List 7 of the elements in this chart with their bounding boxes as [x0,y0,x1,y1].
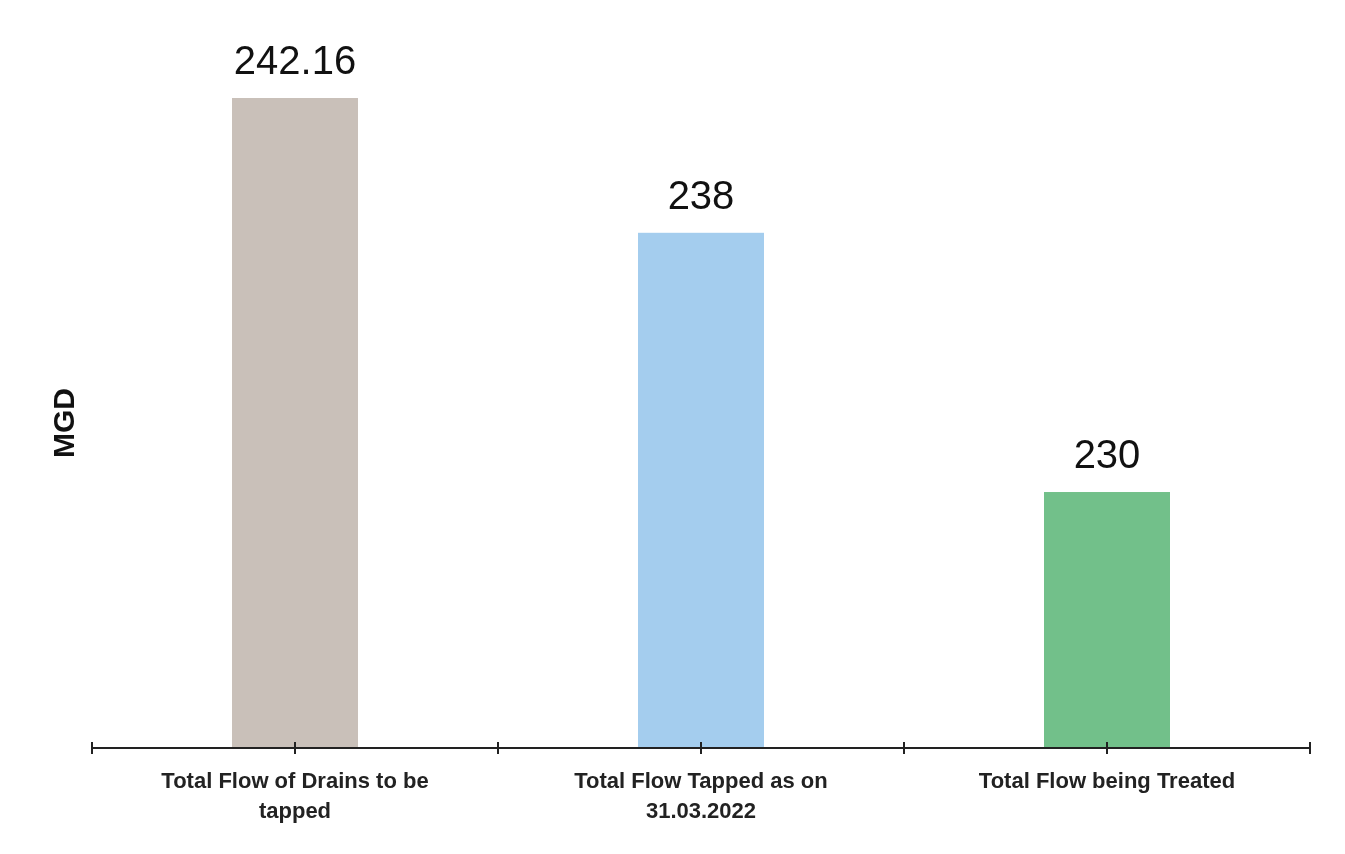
x-tick-label: Total Flow being Treated [978,768,1236,793]
data-label: 238 [667,172,735,217]
x-tick-label: Total Flow Tapped as on 31.03.2022 [574,768,828,823]
data-label: 230 [1073,432,1141,477]
x-tick-label: Total Flow of Drains to be tapped [161,768,429,823]
y-axis-title: MGD [47,388,80,458]
data-label: 242.16 [233,38,357,82]
